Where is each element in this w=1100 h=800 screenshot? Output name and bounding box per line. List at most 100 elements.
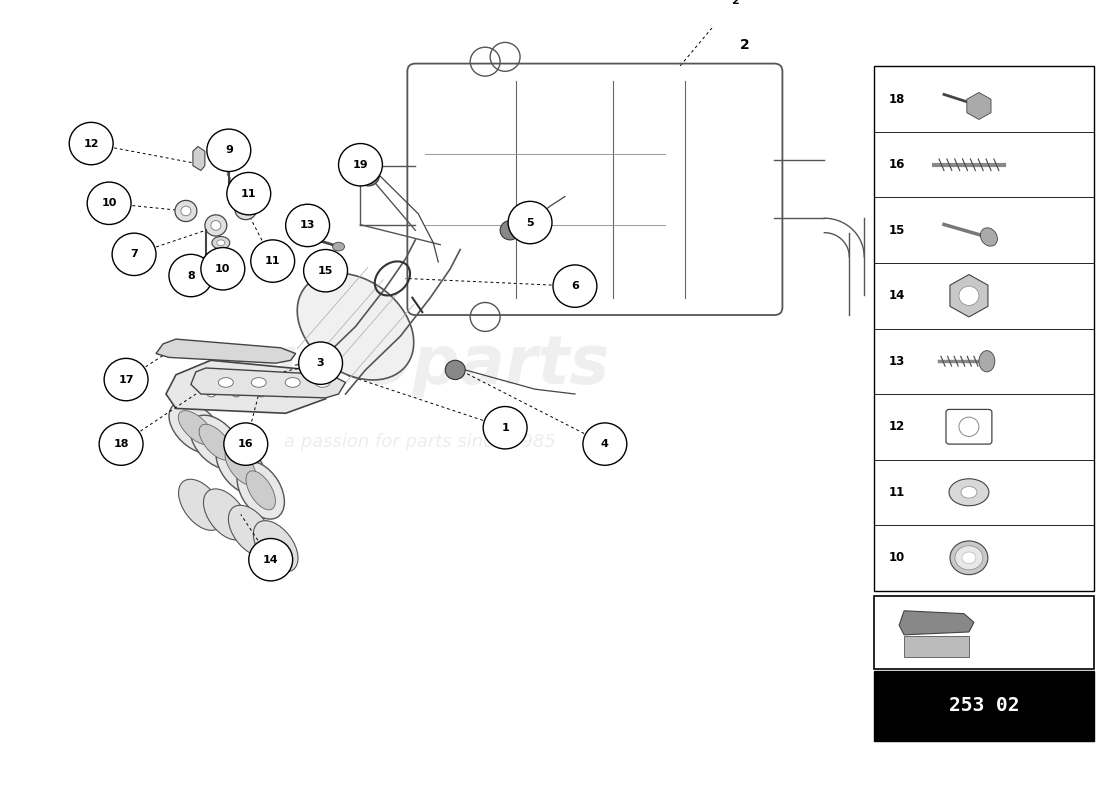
Text: 19: 19 (353, 160, 369, 170)
Circle shape (223, 423, 267, 466)
Text: 13: 13 (889, 354, 905, 368)
Circle shape (227, 173, 271, 215)
Circle shape (298, 342, 342, 384)
Text: 15: 15 (889, 224, 905, 237)
Ellipse shape (212, 237, 230, 249)
Ellipse shape (202, 257, 210, 262)
Ellipse shape (297, 274, 414, 380)
Ellipse shape (169, 402, 223, 454)
Ellipse shape (229, 506, 273, 556)
Text: 14: 14 (263, 554, 278, 565)
Circle shape (99, 423, 143, 466)
Circle shape (69, 122, 113, 165)
Circle shape (112, 233, 156, 275)
Polygon shape (191, 368, 345, 398)
Polygon shape (192, 146, 205, 170)
Circle shape (87, 182, 131, 225)
Circle shape (201, 247, 245, 290)
Ellipse shape (204, 489, 249, 540)
Ellipse shape (229, 376, 243, 397)
Circle shape (583, 423, 627, 466)
Ellipse shape (241, 204, 251, 214)
Ellipse shape (204, 376, 218, 397)
Ellipse shape (226, 447, 256, 485)
Circle shape (339, 143, 383, 186)
Text: 12: 12 (889, 420, 905, 434)
Ellipse shape (962, 552, 976, 563)
Text: 17: 17 (119, 374, 134, 385)
Text: 16: 16 (238, 439, 254, 449)
Text: 10: 10 (101, 198, 117, 208)
Text: 16: 16 (889, 158, 905, 171)
Text: 13: 13 (300, 221, 316, 230)
Ellipse shape (980, 228, 998, 246)
Ellipse shape (961, 486, 977, 498)
Text: 1: 1 (502, 422, 509, 433)
Ellipse shape (254, 376, 267, 397)
Circle shape (251, 240, 295, 282)
Ellipse shape (175, 200, 197, 222)
Ellipse shape (178, 479, 223, 530)
Text: 15: 15 (318, 266, 333, 276)
Circle shape (104, 358, 148, 401)
Polygon shape (156, 339, 296, 363)
Text: 10: 10 (216, 264, 231, 274)
Text: 11: 11 (889, 486, 905, 498)
Circle shape (959, 286, 979, 306)
Circle shape (249, 538, 293, 581)
Circle shape (446, 360, 465, 379)
Ellipse shape (979, 350, 994, 372)
Text: 9: 9 (224, 146, 233, 155)
Ellipse shape (236, 462, 285, 519)
Text: 10: 10 (889, 551, 905, 564)
Ellipse shape (190, 415, 242, 469)
Ellipse shape (205, 215, 227, 236)
Ellipse shape (950, 541, 988, 574)
Polygon shape (899, 610, 974, 635)
Ellipse shape (316, 259, 326, 269)
Text: eurOparts: eurOparts (231, 332, 611, 398)
Bar (904, 636, 969, 657)
Ellipse shape (332, 242, 344, 251)
Ellipse shape (315, 378, 330, 387)
Ellipse shape (211, 221, 221, 230)
Ellipse shape (216, 438, 265, 494)
Circle shape (358, 165, 379, 186)
Text: 14: 14 (889, 290, 905, 302)
Circle shape (500, 221, 520, 240)
Ellipse shape (308, 252, 333, 276)
Circle shape (508, 202, 552, 244)
Ellipse shape (278, 376, 293, 397)
Ellipse shape (949, 478, 989, 506)
Text: 7: 7 (130, 250, 138, 259)
Text: 12: 12 (84, 138, 99, 149)
Circle shape (207, 129, 251, 171)
Ellipse shape (180, 206, 191, 216)
Ellipse shape (178, 410, 213, 445)
Polygon shape (166, 360, 331, 414)
Ellipse shape (218, 378, 233, 387)
Text: 8: 8 (187, 270, 195, 281)
Ellipse shape (234, 198, 256, 220)
Text: 2: 2 (730, 0, 738, 6)
Text: 5: 5 (526, 218, 534, 227)
Ellipse shape (246, 471, 275, 510)
Text: 18: 18 (113, 439, 129, 449)
Ellipse shape (285, 378, 300, 387)
Circle shape (304, 250, 348, 292)
Circle shape (483, 406, 527, 449)
Ellipse shape (251, 378, 266, 387)
Text: 4: 4 (601, 439, 608, 449)
Ellipse shape (199, 424, 232, 460)
Bar (874, 596, 1093, 669)
Circle shape (169, 254, 213, 297)
Circle shape (713, 0, 757, 22)
Circle shape (286, 204, 330, 246)
Bar (874, 671, 1093, 741)
Text: 11: 11 (265, 256, 280, 266)
Ellipse shape (955, 546, 983, 570)
Text: a passion for parts since 1985: a passion for parts since 1985 (285, 433, 557, 451)
Text: 2: 2 (739, 38, 749, 52)
Text: 253 02: 253 02 (948, 696, 1020, 714)
Text: 6: 6 (571, 281, 579, 291)
